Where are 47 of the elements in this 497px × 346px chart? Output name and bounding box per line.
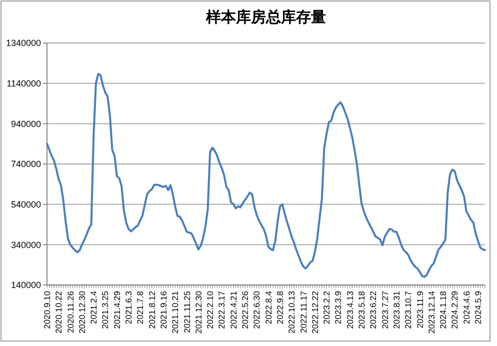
x-tick-label: 2022.3.17 [216,290,227,329]
x-tick-label: 2021.10.21 [170,290,180,334]
x-tick-label: 2022.11.17 [298,290,308,333]
x-tick-label: 2021.9.16 [158,290,168,329]
x-tick-label: 2022.12.22 [310,290,320,334]
y-tick-label: 1340000 [6,38,41,48]
chart-title: 样本库房总库存量 [205,8,326,26]
x-tick-label: 2023.12.14 [426,290,436,334]
x-tick-label: 2022.6.30 [252,290,262,329]
x-tick-label: 2020.10.22 [54,290,64,334]
x-tick-label: 2023.5.18 [356,290,366,329]
x-tick-label: 2024.4.6 [461,290,472,324]
y-tick-label: 1140000 [6,78,41,88]
x-tick-label: 2021.3.25 [100,290,110,329]
x-tick-label: 2023.6.22 [368,290,378,329]
x-tick-label: 2023.2.2 [322,290,332,324]
x-tick-label: 2023.8.31 [391,290,402,329]
x-tick-label: 2021.7.8 [135,290,146,324]
x-tick-label: 2023.11.9 [414,290,425,328]
x-tick-label: 2022.10.13 [286,290,297,334]
x-tick-label: 2023.10.7 [403,290,414,329]
x-tick-label: 2024.5.9 [472,290,483,324]
x-tick-label: 2021.8.12 [146,290,157,329]
x-tick-label: 2021.11.25 [182,290,192,333]
x-tick-label: 2023.3.9 [333,290,344,324]
x-tick-label: 2022.4.21 [228,290,238,329]
x-tick-label: 2022.2.10 [205,290,216,329]
x-tick-label: 2021.4.29 [112,290,122,329]
y-tick-label: 540000 [10,199,41,210]
x-tick-label: 2022.9.8 [274,290,285,324]
y-tick-label: 740000 [10,159,41,170]
y-tick-label: 940000 [10,118,41,129]
x-tick-label: 2020.11.26 [65,290,76,333]
x-tick-label: 2022.8.4 [263,290,274,324]
y-tick-label: 140000 [10,280,41,290]
x-tick-label: 2024.1.18 [438,290,448,329]
y-tick-label: 340000 [10,240,41,250]
x-tick-label: 2022.5.26 [240,290,250,329]
x-tick-label: 2021.12.30 [193,290,204,334]
x-tick-label: 2021.2.4 [88,290,99,324]
x-tick-label: 2021.6.3 [124,290,134,324]
x-tick-label: 2024.2.29 [450,290,460,329]
x-tick-label: 2023.4.13 [344,290,355,329]
x-tick-label: 2020.12.30 [76,290,87,334]
x-tick-label: 2020.9.10 [42,290,52,329]
line-series [46,72,486,278]
x-tick-label: 2023.7.27 [380,290,390,329]
